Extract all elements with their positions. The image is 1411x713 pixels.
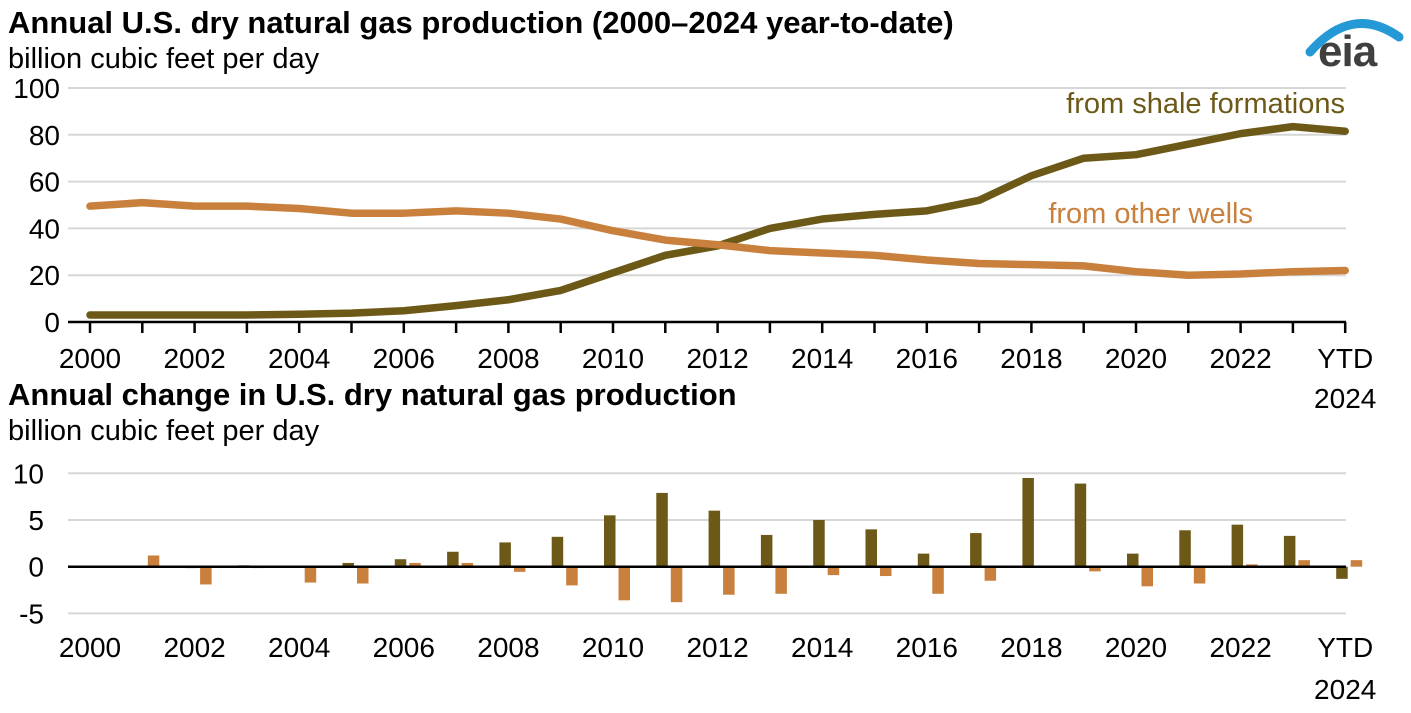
y-axis-label: 5 (28, 505, 44, 536)
x-axis-label-ytd-year: 2024 (1314, 383, 1376, 414)
x-axis-label: 2016 (896, 343, 958, 374)
bar-shale-change (342, 562, 354, 567)
y-axis-label: -5 (19, 598, 44, 629)
bar-other-wells-change (827, 566, 840, 576)
bar-shale-change (970, 533, 982, 567)
bar-shale-change (813, 520, 825, 567)
x-axis-label: 2004 (268, 632, 330, 663)
bar-shale-change (551, 536, 564, 567)
x-axis-label: 2018 (1000, 343, 1062, 374)
bar-other-wells-change (409, 562, 421, 567)
bar-shale-change (604, 515, 616, 567)
bar-shale-change (1074, 483, 1087, 567)
eia-logo-text: eia (1318, 27, 1377, 76)
y-axis-label: 10 (13, 458, 44, 489)
bar-shale-change (394, 559, 407, 567)
bar-other-wells-change (304, 566, 317, 583)
bar-shale-change (1231, 524, 1244, 567)
x-axis-label: 2012 (686, 632, 748, 663)
x-axis-label: 2014 (791, 632, 853, 663)
x-axis-label: 2012 (686, 343, 748, 374)
x-axis-label-ytd: YTD (1317, 632, 1373, 663)
bar-other-wells-change (618, 566, 630, 601)
x-axis-label: 2000 (59, 343, 121, 374)
eia-logo: eia (1300, 4, 1406, 78)
chart2-subtitle: billion cubic feet per day (8, 415, 320, 447)
bar-other-wells-change (1193, 566, 1206, 584)
y-axis-label: 40 (29, 213, 60, 244)
x-axis-label: 2008 (477, 343, 539, 374)
bar-other-wells-change (984, 566, 997, 581)
bar-shale-change (1283, 535, 1296, 567)
bar-shale-change (1022, 477, 1034, 567)
series-line-other-wells (86, 198, 1349, 279)
x-axis-label: 2010 (582, 632, 644, 663)
y-axis-label: 20 (29, 260, 60, 291)
bar-other-wells-change (775, 566, 787, 594)
x-axis-label-ytd: YTD (1317, 343, 1373, 374)
bar-other-wells-change (1298, 560, 1310, 567)
x-axis-label: 2022 (1209, 343, 1271, 374)
x-axis-label: 2006 (373, 632, 435, 663)
bar-other-wells-change (200, 566, 212, 585)
bar-other-wells-change (723, 566, 735, 595)
bar-shale-change (499, 542, 511, 567)
bar-other-wells-change (1350, 560, 1363, 567)
bar-other-wells-change (670, 566, 683, 603)
y-axis-label: 80 (29, 120, 60, 151)
bar-shale-change (1179, 530, 1191, 567)
bar-shale-change (656, 492, 668, 567)
chart1-title: Annual U.S. dry natural gas production (… (8, 5, 954, 40)
x-axis-label: 2004 (268, 343, 330, 374)
bar-shale-change (865, 529, 877, 567)
bar-other-wells-change (1089, 566, 1101, 572)
y-axis-label: 60 (29, 167, 60, 198)
bar-shale-change (447, 551, 459, 567)
x-axis-label: 2022 (1209, 632, 1271, 663)
bar-shale-change (708, 510, 721, 567)
x-axis-label: 2002 (163, 343, 225, 374)
bar-shale-change (1336, 566, 1348, 579)
bar-shale-change (760, 534, 773, 567)
x-axis-label: 2006 (373, 343, 435, 374)
x-axis-label: 2014 (791, 343, 853, 374)
x-axis-label: 2008 (477, 632, 539, 663)
bar-other-wells-change (147, 555, 160, 567)
bar-other-wells-change (461, 562, 474, 567)
chart2-title: Annual change in U.S. dry natural gas pr… (8, 377, 737, 412)
x-axis-label: 2000 (59, 632, 121, 663)
bar-shale-change (917, 553, 930, 567)
legend-label-shale-formations: from shale formations (1066, 88, 1345, 120)
x-axis-label: 2002 (163, 632, 225, 663)
y-axis-label: 0 (44, 307, 60, 338)
x-axis-label: 2020 (1105, 343, 1167, 374)
bar-other-wells-change (880, 566, 892, 577)
bar-other-wells-change (357, 566, 369, 584)
x-axis-label: 2016 (896, 632, 958, 663)
bar-shale-change (1127, 553, 1139, 567)
bar-other-wells-change (566, 566, 578, 586)
bar-other-wells-change (513, 566, 526, 572)
chart1-subtitle: billion cubic feet per day (8, 43, 320, 75)
x-axis-label: 2010 (582, 343, 644, 374)
eia-swoosh-icon (1305, 19, 1404, 57)
bar-other-wells-change (932, 566, 944, 594)
y-axis-label: 0 (28, 552, 44, 583)
bar-other-wells-change (1141, 566, 1153, 587)
x-axis-label: 2018 (1000, 632, 1062, 663)
x-axis-label-ytd-year: 2024 (1314, 674, 1376, 705)
x-axis-label: 2020 (1105, 632, 1167, 663)
legend-label-other-wells: from other wells (1048, 198, 1253, 230)
y-axis-label: 100 (13, 73, 60, 104)
